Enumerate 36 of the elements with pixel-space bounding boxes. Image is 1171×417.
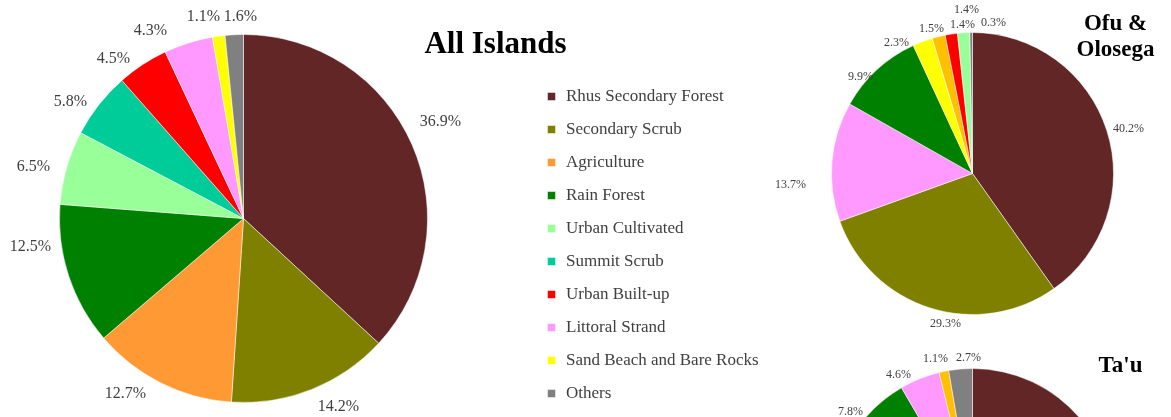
data-label: 12.5% (9, 237, 52, 254)
data-label: 1.1% (923, 350, 948, 365)
data-label: 4.6% (886, 366, 911, 381)
data-label: 36.9% (419, 112, 462, 129)
text: Ofu & Olosega (1076, 10, 1155, 62)
data-label: 1.6% (223, 7, 258, 24)
legend-label: Sand Beach and Bare Rocks (566, 350, 759, 370)
legend-label: Secondary Scrub (566, 119, 682, 139)
data-label: 12.7% (104, 384, 147, 401)
data-label: 1.4% (954, 1, 979, 16)
legend-label: Rhus Secondary Forest (566, 86, 724, 106)
data-label: 2.7% (956, 349, 981, 364)
data-label: 0.3% (981, 14, 1006, 29)
text: All Islands (424, 25, 567, 60)
data-label: 7.8% (838, 403, 863, 417)
data-label: 9.9% (848, 68, 873, 83)
data-label: 14.2% (317, 397, 360, 414)
data-label: 4.3% (133, 21, 168, 38)
data-label: 6.5% (16, 157, 51, 174)
data-label: 1.1% (186, 7, 221, 24)
data-label: 2.3% (884, 34, 909, 49)
legend-label: Others (566, 383, 612, 403)
legend-label: Summit Scrub (566, 251, 664, 271)
legend-label: Littoral Strand (566, 317, 666, 337)
legend-label: Urban Built-up (566, 284, 670, 304)
data-label: 1.5% (919, 20, 944, 35)
data-label: 29.3% (930, 315, 961, 330)
data-label: 5.8% (53, 92, 88, 109)
data-label: 4.5% (96, 49, 131, 66)
legend-label: Rain Forest (566, 185, 645, 205)
chart-title: Ta'u (1098, 352, 1143, 377)
legend-label: Agriculture (566, 152, 645, 172)
data-label: 40.2% (1113, 120, 1144, 135)
data-label: 13.7% (775, 176, 806, 191)
legend-label: Urban Cultivated (566, 218, 684, 238)
data-label: 1.4% (950, 16, 975, 31)
